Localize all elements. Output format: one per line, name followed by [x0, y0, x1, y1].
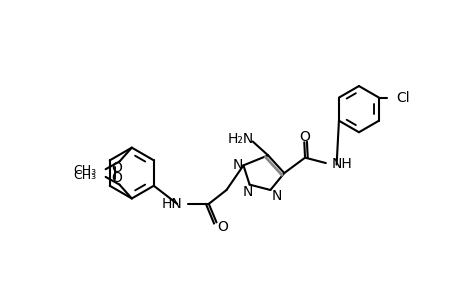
Text: HN: HN — [162, 197, 182, 211]
Text: H₂N: H₂N — [227, 132, 253, 146]
Text: O: O — [299, 130, 310, 144]
Text: O: O — [111, 172, 122, 185]
Text: CH₃: CH₃ — [73, 164, 96, 177]
Text: CH₃: CH₃ — [73, 169, 96, 182]
Text: O: O — [111, 161, 122, 175]
Text: N: N — [242, 184, 253, 199]
Text: NH: NH — [330, 157, 351, 171]
Text: N: N — [271, 189, 281, 203]
Text: O: O — [217, 220, 228, 234]
Text: N: N — [232, 158, 243, 172]
Text: Cl: Cl — [395, 91, 409, 105]
